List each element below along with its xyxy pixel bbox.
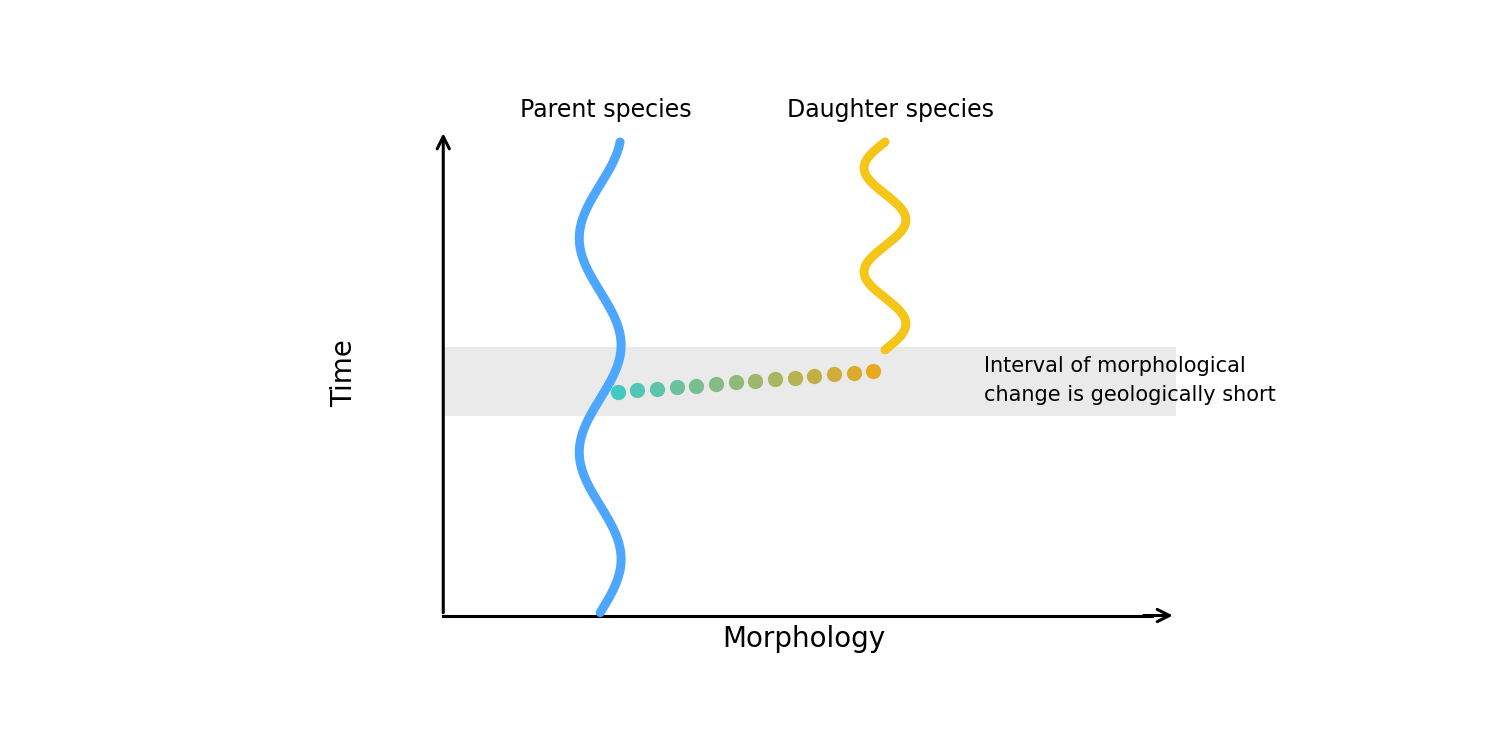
Text: Parent species: Parent species bbox=[520, 98, 692, 122]
Text: Time: Time bbox=[330, 339, 358, 407]
Text: Daughter species: Daughter species bbox=[788, 98, 994, 122]
Text: Morphology: Morphology bbox=[722, 625, 885, 653]
Bar bbox=[444, 347, 1176, 416]
Text: Interval of morphological
change is geologically short: Interval of morphological change is geol… bbox=[984, 356, 1275, 405]
